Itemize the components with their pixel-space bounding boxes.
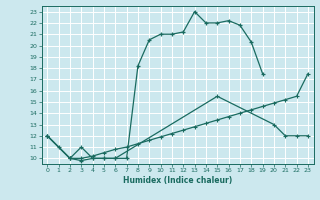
X-axis label: Humidex (Indice chaleur): Humidex (Indice chaleur) <box>123 176 232 185</box>
